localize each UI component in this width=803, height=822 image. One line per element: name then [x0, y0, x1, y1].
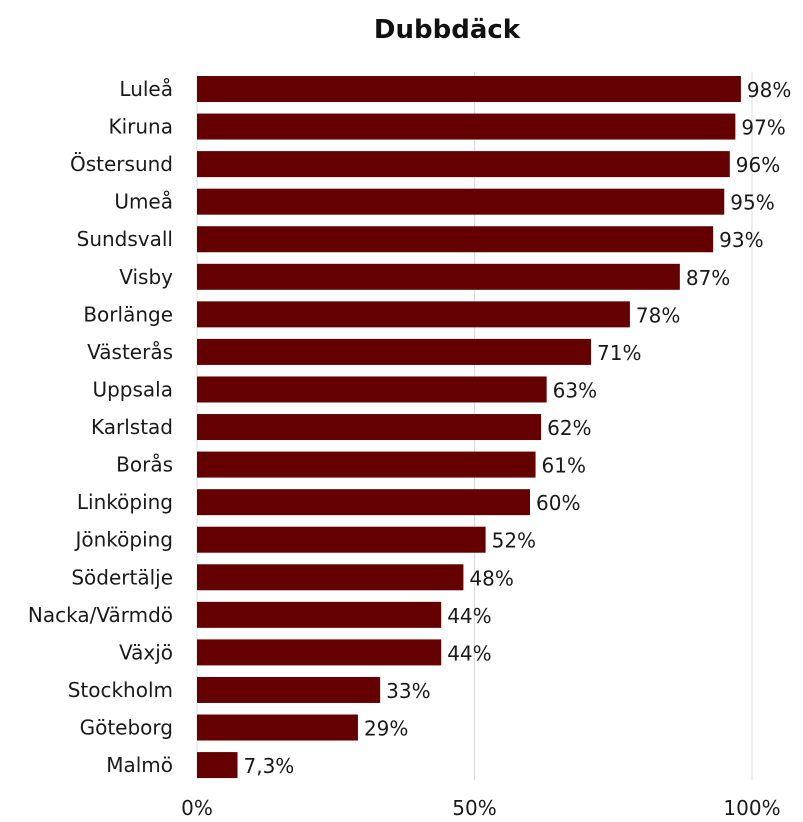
bar — [197, 376, 547, 403]
value-label: 61% — [542, 454, 586, 478]
bar — [197, 263, 680, 290]
category-label: Borlänge — [83, 302, 173, 326]
category-label: Uppsala — [92, 377, 173, 401]
value-label: 93% — [719, 228, 763, 252]
category-label: Göteborg — [80, 716, 173, 740]
value-label: 62% — [547, 416, 591, 440]
value-label: 71% — [597, 341, 641, 365]
x-tick-label: 50% — [452, 796, 496, 820]
bar — [197, 489, 530, 516]
bar — [197, 301, 630, 328]
value-label: 96% — [736, 153, 780, 177]
bar — [197, 113, 736, 140]
category-label: Östersund — [70, 152, 173, 176]
bar — [197, 639, 442, 666]
value-label: 7,3% — [244, 754, 295, 778]
bar — [197, 601, 442, 628]
bar — [197, 564, 464, 591]
x-axis-ticks: 0% 50% 100% — [181, 796, 780, 820]
category-label: Stockholm — [68, 678, 173, 702]
x-tick-label: 0% — [181, 796, 213, 820]
value-label: 78% — [636, 303, 680, 327]
category-label: Sundsvall — [77, 227, 173, 251]
category-label: Visby — [119, 265, 173, 289]
value-label: 63% — [553, 378, 597, 402]
category-label: Södertälje — [71, 565, 173, 589]
category-label: Växjö — [119, 640, 173, 664]
bar — [197, 188, 725, 215]
bar — [197, 151, 730, 178]
bar — [197, 451, 536, 478]
category-label: Karlstad — [91, 415, 173, 439]
bar — [197, 752, 238, 779]
value-label: 44% — [447, 641, 491, 665]
value-label: 95% — [730, 191, 774, 215]
category-label: Borås — [116, 453, 173, 477]
category-label: Linköping — [77, 490, 173, 514]
category-label: Västerås — [87, 340, 173, 364]
bars — [197, 76, 741, 779]
bar — [197, 226, 714, 253]
value-label: 60% — [536, 491, 580, 515]
value-label: 87% — [686, 266, 730, 290]
bar — [197, 414, 542, 441]
value-label: 33% — [386, 679, 430, 703]
bar — [197, 676, 381, 703]
value-label: 97% — [741, 116, 785, 140]
category-label: Luleå — [119, 77, 173, 101]
value-label: 44% — [447, 604, 491, 628]
value-label: 29% — [364, 717, 408, 741]
category-label: Malmö — [106, 753, 173, 777]
category-label: Umeå — [114, 190, 173, 214]
bar — [197, 76, 741, 102]
value-label: 52% — [492, 529, 536, 553]
x-tick-label: 100% — [723, 796, 780, 820]
category-label: Kiruna — [108, 115, 173, 139]
bar — [197, 714, 358, 741]
category-labels: Luleå Kiruna Östersund Umeå Sundsvall Visby Bo… — [28, 77, 173, 777]
bar — [197, 338, 592, 365]
chart-title: Dubbdäck — [374, 15, 521, 45]
value-label: 48% — [469, 566, 513, 590]
category-label: Jönköping — [73, 528, 173, 552]
category-label: Nacka/Värmdö — [28, 603, 173, 627]
value-labels: 98% 97% 96% 95% 93% 87%78% 71%63% 62% 61% 60%52% 4… — [244, 78, 792, 778]
value-label: 98% — [747, 78, 791, 102]
bar — [197, 526, 486, 553]
